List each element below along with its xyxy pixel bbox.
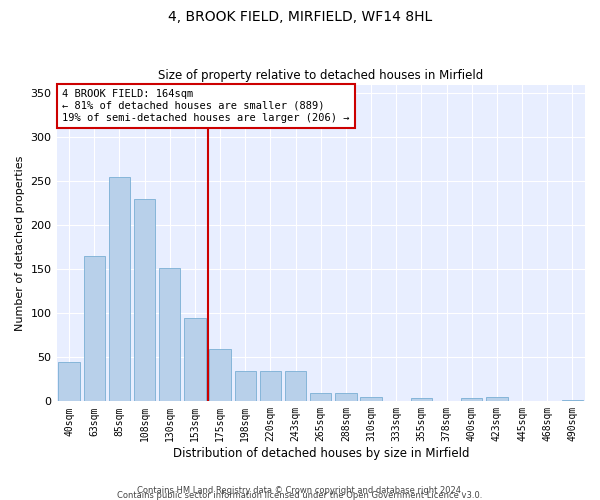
Bar <box>134 199 155 402</box>
Bar <box>209 348 231 402</box>
Title: Size of property relative to detached houses in Mirfield: Size of property relative to detached ho… <box>158 69 484 82</box>
Bar <box>285 370 307 402</box>
Y-axis label: Number of detached properties: Number of detached properties <box>15 156 25 330</box>
Text: 4 BROOK FIELD: 164sqm
← 81% of detached houses are smaller (889)
19% of semi-det: 4 BROOK FIELD: 164sqm ← 81% of detached … <box>62 90 349 122</box>
Bar <box>461 398 482 402</box>
Bar <box>411 398 432 402</box>
Bar <box>109 177 130 402</box>
Bar <box>58 362 80 402</box>
Bar <box>260 370 281 402</box>
Text: Contains public sector information licensed under the Open Government Licence v3: Contains public sector information licen… <box>118 490 482 500</box>
Bar <box>361 397 382 402</box>
Bar <box>486 397 508 402</box>
Bar <box>562 400 583 402</box>
Bar <box>235 370 256 402</box>
Bar <box>310 392 331 402</box>
Bar <box>184 318 206 402</box>
Text: Contains HM Land Registry data © Crown copyright and database right 2024.: Contains HM Land Registry data © Crown c… <box>137 486 463 495</box>
Bar <box>83 256 105 402</box>
X-axis label: Distribution of detached houses by size in Mirfield: Distribution of detached houses by size … <box>173 447 469 460</box>
Bar <box>335 392 356 402</box>
Bar <box>159 268 181 402</box>
Text: 4, BROOK FIELD, MIRFIELD, WF14 8HL: 4, BROOK FIELD, MIRFIELD, WF14 8HL <box>168 10 432 24</box>
